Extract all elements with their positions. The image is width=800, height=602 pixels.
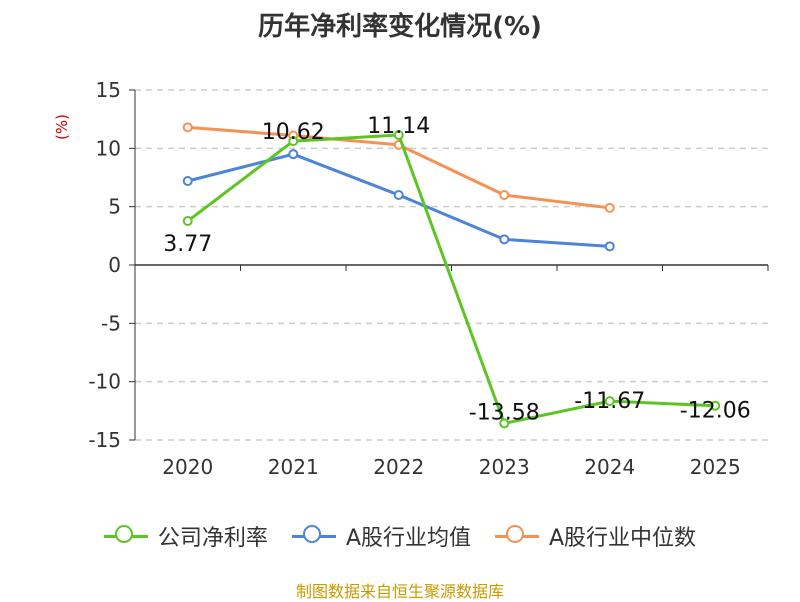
data-label: -12.06 bbox=[680, 399, 751, 424]
data-label: -11.67 bbox=[574, 389, 645, 414]
data-label: 10.62 bbox=[262, 120, 325, 145]
x-tick-label: 2025 bbox=[690, 455, 741, 479]
data-point bbox=[393, 130, 404, 141]
data-point bbox=[604, 241, 615, 252]
x-tick-label: 2021 bbox=[268, 455, 319, 479]
x-tick-label: 2024 bbox=[584, 455, 635, 479]
data-point bbox=[393, 190, 404, 200]
data-point bbox=[288, 136, 299, 147]
data-point bbox=[288, 149, 299, 160]
legend-swatch-icon bbox=[103, 525, 148, 547]
x-tick-label: 2023 bbox=[479, 455, 530, 479]
x-tick-label: 2020 bbox=[162, 455, 213, 479]
data-point bbox=[604, 202, 615, 213]
y-tick-label: -10 bbox=[88, 370, 121, 394]
data-point bbox=[182, 216, 193, 227]
data-point bbox=[182, 122, 193, 133]
series-line bbox=[186, 133, 716, 425]
y-tick-label: 15 bbox=[96, 78, 121, 102]
y-tick-label: 0 bbox=[108, 253, 121, 277]
source-note: 制图数据来自恒生聚源数据库 bbox=[295, 582, 504, 601]
data-point bbox=[604, 396, 615, 407]
data-label: 3.77 bbox=[163, 232, 212, 257]
x-tick-label: 2022 bbox=[373, 455, 424, 479]
legend-label: A股行业中位数 bbox=[549, 526, 697, 551]
legend-item-industry-median[interactable]: A股行业中位数 bbox=[495, 520, 696, 552]
legend-swatch-icon bbox=[495, 525, 539, 547]
y-tick-label: 10 bbox=[96, 136, 121, 160]
data-point bbox=[499, 418, 510, 429]
series-layer bbox=[182, 122, 721, 429]
legend-swatch-icon bbox=[291, 525, 336, 547]
data-point bbox=[499, 234, 510, 245]
legend-item-industry-mean[interactable]: A股行业均值 bbox=[291, 520, 471, 552]
data-label: 11.14 bbox=[367, 114, 430, 139]
legend-label: 公司净利率 bbox=[157, 526, 268, 551]
data-point bbox=[710, 400, 721, 411]
data-point bbox=[182, 176, 193, 186]
y-tick-label: 5 bbox=[108, 195, 121, 219]
legend-item-company-net-margin[interactable]: 公司净利率 bbox=[103, 520, 268, 552]
data-label-layer: 3.77 10.62 11.14 -13.58 -11.67 -12.06 bbox=[163, 114, 750, 425]
y-tick-label: -5 bbox=[101, 311, 121, 335]
data-label: -13.58 bbox=[469, 400, 540, 425]
chart-legend: 公司净利率 A股行业均值 A股行业中位数 bbox=[0, 520, 800, 552]
legend-label: A股行业均值 bbox=[345, 526, 471, 551]
y-tick-label: -15 bbox=[88, 428, 121, 452]
chart-title: 历年净利率变化情况(%) bbox=[258, 12, 542, 42]
axis-layer: 15 10 5 0 -5 -10 -15 2020 2021 2022 2023 2024 2025 bbox=[88, 78, 769, 479]
data-point bbox=[499, 190, 510, 200]
